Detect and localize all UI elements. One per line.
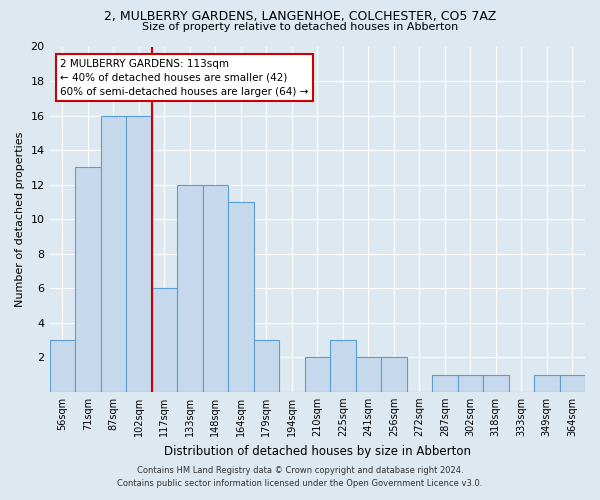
Bar (75, 168, 101, 392)
Bar (356, 358, 381, 392)
Bar (432, 374, 458, 392)
Bar (560, 374, 585, 392)
Bar (228, 202, 254, 392)
Bar (305, 358, 330, 392)
Text: Size of property relative to detached houses in Abberton: Size of property relative to detached ho… (142, 22, 458, 32)
Text: Contains HM Land Registry data © Crown copyright and database right 2024.
Contai: Contains HM Land Registry data © Crown c… (118, 466, 482, 487)
Y-axis label: Number of detached properties: Number of detached properties (15, 132, 25, 307)
X-axis label: Distribution of detached houses by size in Abberton: Distribution of detached houses by size … (164, 444, 471, 458)
Bar (126, 116, 152, 392)
Bar (152, 288, 177, 392)
Bar (101, 116, 126, 392)
Bar (458, 374, 483, 392)
Text: 2 MULBERRY GARDENS: 113sqm
← 40% of detached houses are smaller (42)
60% of semi: 2 MULBERRY GARDENS: 113sqm ← 40% of deta… (60, 58, 308, 96)
Bar (203, 184, 228, 392)
Bar (381, 358, 407, 392)
Bar (50, 340, 75, 392)
Bar (534, 374, 560, 392)
Text: 2, MULBERRY GARDENS, LANGENHOE, COLCHESTER, CO5 7AZ: 2, MULBERRY GARDENS, LANGENHOE, COLCHEST… (104, 10, 496, 23)
Bar (254, 340, 279, 392)
Bar (177, 184, 203, 392)
Bar (330, 340, 356, 392)
Bar (483, 374, 509, 392)
